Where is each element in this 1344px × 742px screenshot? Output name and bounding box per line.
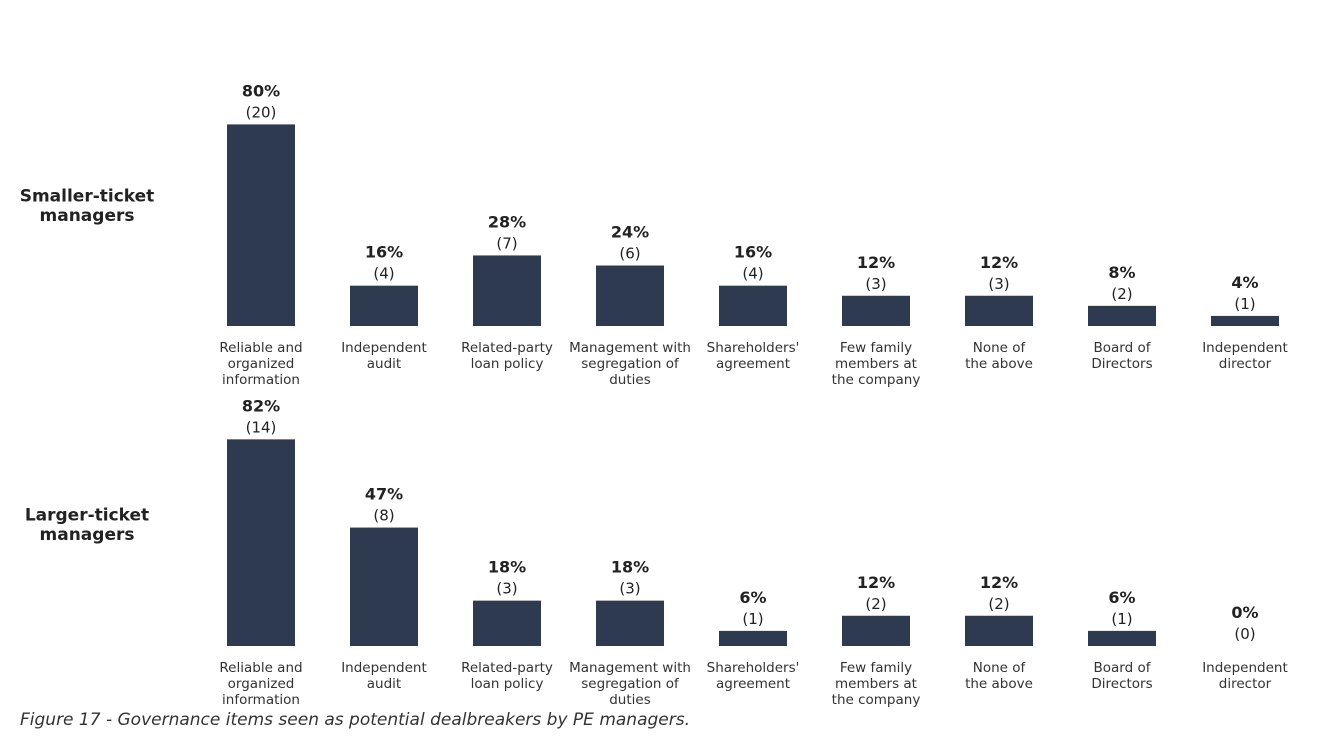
bar-smaller-2 [473, 255, 541, 326]
bar-larger-7 [1088, 630, 1156, 646]
percent-label-smaller-0: 80% [242, 81, 280, 100]
bar-smaller-5 [842, 295, 910, 326]
percent-label-smaller-1: 16% [365, 243, 403, 262]
category-label-smaller-5: Few family members at the company [832, 340, 921, 388]
count-label-smaller-1: (4) [373, 265, 394, 283]
count-label-larger-8: (0) [1234, 625, 1255, 643]
category-label-larger-1: Independent audit [341, 660, 427, 692]
percent-label-smaller-4: 16% [734, 243, 772, 262]
percent-label-smaller-7: 8% [1108, 263, 1135, 282]
count-label-smaller-0: (20) [246, 103, 277, 121]
bar-smaller-6 [965, 295, 1033, 326]
percent-label-smaller-8: 4% [1231, 273, 1258, 292]
category-label-larger-2: Related-party loan policy [461, 660, 553, 692]
category-label-smaller-8: Independent director [1202, 340, 1288, 372]
bar-larger-6 [965, 615, 1033, 646]
bar-larger-3 [596, 600, 664, 646]
category-label-larger-0: Reliable and organized information [219, 660, 302, 708]
count-label-smaller-3: (6) [619, 245, 640, 263]
percent-label-larger-0: 82% [242, 396, 280, 415]
percent-label-smaller-5: 12% [857, 253, 895, 272]
bar-smaller-0 [227, 124, 295, 327]
bar-smaller-3 [596, 265, 664, 326]
percent-label-smaller-3: 24% [611, 223, 649, 242]
percent-label-larger-5: 12% [857, 573, 895, 592]
bar-larger-2 [473, 600, 541, 646]
category-label-smaller-7: Board of Directors [1091, 340, 1152, 372]
count-label-smaller-4: (4) [742, 265, 763, 283]
category-label-larger-7: Board of Directors [1091, 660, 1152, 692]
percent-label-larger-3: 18% [611, 558, 649, 577]
count-label-larger-3: (3) [619, 580, 640, 598]
count-label-smaller-8: (1) [1234, 295, 1255, 313]
bar-smaller-8 [1211, 315, 1279, 326]
category-label-larger-3: Management with segregation of duties [569, 660, 691, 708]
count-label-smaller-6: (3) [988, 275, 1009, 293]
bar-smaller-4 [719, 285, 787, 326]
count-label-larger-0: (14) [246, 418, 277, 436]
count-label-larger-5: (2) [865, 595, 886, 613]
bar-smaller-7 [1088, 305, 1156, 326]
count-label-larger-6: (2) [988, 595, 1009, 613]
bar-smaller-1 [350, 285, 418, 326]
count-label-larger-2: (3) [496, 580, 517, 598]
percent-label-larger-4: 6% [739, 588, 766, 607]
percent-label-larger-2: 18% [488, 558, 526, 577]
percent-label-smaller-2: 28% [488, 212, 526, 231]
category-label-smaller-1: Independent audit [341, 340, 427, 372]
figure-caption: Figure 17 - Governance items seen as pot… [20, 710, 690, 730]
percent-label-larger-6: 12% [980, 573, 1018, 592]
category-label-larger-5: Few family members at the company [832, 660, 921, 708]
percent-label-smaller-6: 12% [980, 253, 1018, 272]
count-label-larger-4: (1) [742, 610, 763, 628]
row-title-larger: Larger-ticket managers [25, 505, 149, 545]
row-title-smaller: Smaller-ticket managers [20, 186, 155, 226]
count-label-larger-1: (8) [373, 507, 394, 525]
category-label-smaller-6: None of the above [965, 340, 1033, 372]
bar-larger-4 [719, 630, 787, 646]
percent-label-larger-7: 6% [1108, 588, 1135, 607]
category-label-smaller-4: Shareholders' agreement [707, 340, 800, 372]
category-label-larger-6: None of the above [965, 660, 1033, 692]
count-label-larger-7: (1) [1111, 610, 1132, 628]
count-label-smaller-7: (2) [1111, 285, 1132, 303]
bar-larger-0 [227, 439, 295, 646]
category-label-larger-4: Shareholders' agreement [707, 660, 800, 692]
count-label-smaller-2: (7) [496, 234, 517, 252]
category-label-smaller-2: Related-party loan policy [461, 340, 553, 372]
category-label-smaller-0: Reliable and organized information [219, 340, 302, 388]
percent-label-larger-8: 0% [1231, 603, 1258, 622]
category-label-larger-8: Independent director [1202, 660, 1288, 692]
percent-label-larger-1: 47% [365, 485, 403, 504]
count-label-smaller-5: (3) [865, 275, 886, 293]
bar-larger-5 [842, 615, 910, 646]
category-label-smaller-3: Management with segregation of duties [569, 340, 691, 388]
bar-larger-1 [350, 527, 418, 646]
